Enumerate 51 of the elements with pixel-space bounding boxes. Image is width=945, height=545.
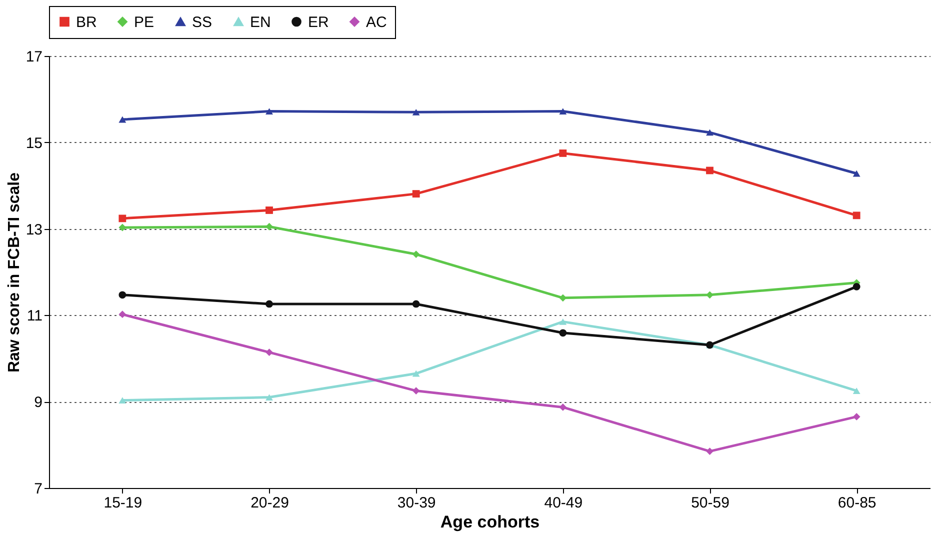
- point: [266, 222, 273, 230]
- y-tick-label: 15: [26, 134, 42, 152]
- point: [266, 300, 273, 308]
- point: [118, 214, 126, 222]
- point: [706, 166, 714, 174]
- legend-label: PE: [134, 14, 154, 31]
- point: [706, 448, 714, 455]
- point: [559, 149, 567, 157]
- point: [706, 129, 714, 136]
- y-tick-label: 7: [34, 480, 42, 498]
- legend-label: SS: [192, 14, 212, 31]
- point: [706, 291, 714, 299]
- x-tick-label: 30-39: [397, 494, 436, 512]
- point: [118, 310, 126, 318]
- point: [559, 108, 567, 115]
- point: [852, 282, 860, 290]
- point: [118, 116, 126, 123]
- x-tick-label: 50-59: [691, 494, 730, 512]
- point: [412, 370, 420, 377]
- point: [852, 170, 860, 177]
- y-tick-label: 17: [26, 48, 42, 66]
- y-tick-label: 9: [34, 394, 42, 412]
- point: [412, 250, 420, 258]
- point: [266, 108, 273, 115]
- point: [266, 348, 273, 356]
- point: [559, 404, 567, 411]
- legend-label: ER: [308, 14, 330, 31]
- y-axis-title: Raw score in FCB-TI scale: [6, 172, 23, 373]
- point: [559, 318, 567, 325]
- point: [852, 212, 860, 220]
- point: [559, 329, 567, 337]
- x-tick-label: 60-85: [838, 494, 876, 512]
- point: [852, 413, 860, 420]
- legend-label: EN: [250, 14, 271, 31]
- point: [412, 108, 420, 116]
- point: [412, 300, 420, 308]
- point: [852, 388, 860, 394]
- point: [266, 394, 273, 400]
- legend-label: AC: [366, 14, 388, 31]
- x-axis-title: Age cohorts: [440, 512, 540, 532]
- x-tick-label: 40-49: [544, 494, 583, 512]
- legend-label: BR: [76, 14, 98, 31]
- point: [266, 206, 273, 214]
- point: [118, 397, 126, 404]
- x-tick-label: 15-19: [104, 494, 142, 512]
- point: [412, 190, 420, 198]
- y-tick-label: 11: [26, 308, 42, 325]
- point: [412, 387, 420, 395]
- point: [118, 291, 126, 299]
- y-tick-label: 13: [26, 221, 42, 238]
- x-tick-label: 20-29: [250, 494, 289, 512]
